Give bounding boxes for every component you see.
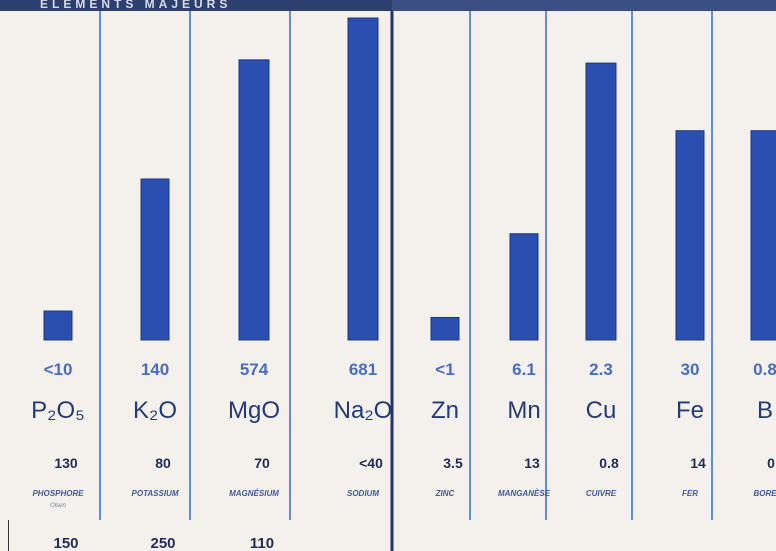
element-symbol-1: K₂O <box>133 397 177 424</box>
reference-value-5: 13 <box>524 455 540 471</box>
value-label-8: 0.8 <box>753 360 776 379</box>
reference-value-2: 70 <box>254 455 270 471</box>
bar-0 <box>43 310 73 341</box>
bar-8 <box>750 130 776 341</box>
element-symbol-7: Fe <box>676 397 704 424</box>
element-name-1: POTASSIUM <box>132 489 179 498</box>
element-name-3: SODIUM <box>347 489 379 498</box>
element-symbol-6: Cu <box>586 397 617 424</box>
element-symbol-2: MgO <box>228 397 280 424</box>
element-symbol-5: Mn <box>507 397 540 424</box>
bar-7 <box>675 130 705 341</box>
element-symbol-3: Na₂O <box>334 397 393 424</box>
bar-5 <box>509 233 539 341</box>
header-bar-right <box>392 0 776 11</box>
reference-value-8: 0. <box>767 455 776 471</box>
element-symbol-4: Zn <box>431 397 459 424</box>
reference-value-7: 14 <box>690 455 706 471</box>
bottom-rule <box>8 520 9 551</box>
value-label-1: 140 <box>141 360 169 379</box>
reference-value-4: 3.5 <box>443 455 463 471</box>
value-label-6: 2.3 <box>589 360 613 379</box>
element-symbol-0: P₂O₅ <box>31 397 85 424</box>
element-name-8: BORE <box>753 489 776 498</box>
value-label-5: 6.1 <box>512 360 536 379</box>
bar-6 <box>585 62 617 341</box>
element-sub-0: Olsen <box>50 503 66 509</box>
value-label-3: 681 <box>349 360 377 379</box>
bar-1 <box>140 178 170 341</box>
reference-value-2-0: 150 <box>53 535 78 551</box>
element-symbol-8: B <box>757 397 773 424</box>
reference-value-1: 80 <box>155 455 171 471</box>
element-name-7: FER <box>682 489 698 498</box>
reference-value-2-2: 110 <box>250 535 274 551</box>
bar-3 <box>347 17 379 341</box>
element-name-0: PHOSPHORE <box>32 489 84 498</box>
reference-value-6: 0.8 <box>599 455 619 471</box>
reference-value-0: 130 <box>54 455 78 471</box>
element-name-6: CUIVRE <box>586 489 617 498</box>
reference-value-2-1: 250 <box>150 535 175 551</box>
reference-value-3: <40 <box>359 455 383 471</box>
bar-4 <box>430 316 460 341</box>
bar-2 <box>238 59 270 341</box>
element-name-2: MAGNÉSIUM <box>229 489 279 498</box>
element-name-5: MANGANÈSE <box>498 489 551 498</box>
value-label-0: <10 <box>44 360 73 379</box>
header-bar: ELEMENTS MAJEURS <box>0 0 776 11</box>
value-label-4: <1 <box>435 360 454 379</box>
header-title: ELEMENTS MAJEURS <box>40 0 232 11</box>
value-label-7: 30 <box>681 360 700 379</box>
element-name-4: ZINC <box>435 489 455 498</box>
value-label-2: 574 <box>240 360 269 379</box>
